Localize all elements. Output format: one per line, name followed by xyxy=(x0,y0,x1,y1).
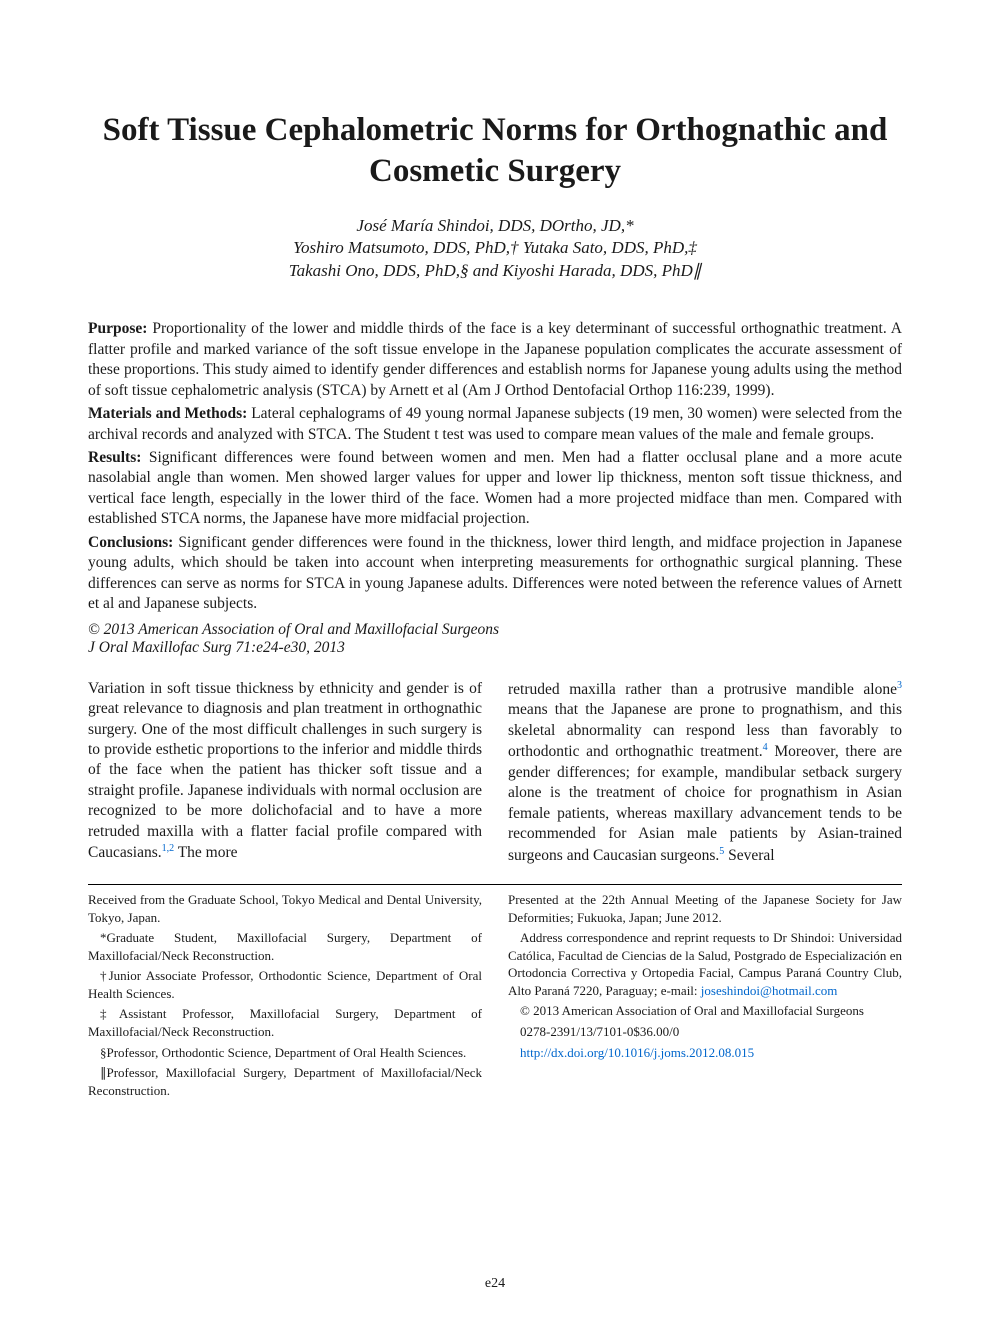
footnote-line: 0278-2391/13/7101-0$36.00/0 xyxy=(508,1023,902,1041)
article-title: Soft Tissue Cephalometric Norms for Orth… xyxy=(88,110,902,193)
body-text: The more xyxy=(174,844,237,861)
abstract-conclusions: Conclusions: Significant gender differen… xyxy=(88,533,902,615)
body-columns: Variation in soft tissue thickness by et… xyxy=(88,679,902,867)
body-column-left: Variation in soft tissue thickness by et… xyxy=(88,679,482,867)
authors-line: José María Shindoi, DDS, DOrtho, JD,* xyxy=(356,216,633,235)
authors-block: José María Shindoi, DDS, DOrtho, JD,* Yo… xyxy=(88,215,902,284)
footnote-line: Address correspondence and reprint reque… xyxy=(508,929,902,999)
body-text: Several xyxy=(724,847,774,864)
abstract-text: Significant gender differences were foun… xyxy=(88,534,902,612)
abstract-label: Results: xyxy=(88,449,141,466)
abstract-block: Purpose: Proportionality of the lower an… xyxy=(88,319,902,614)
authors-line: Yoshiro Matsumoto, DDS, PhD,† Yutaka Sat… xyxy=(293,238,697,257)
footnotes-block: Received from the Graduate School, Tokyo… xyxy=(88,884,902,1102)
journal-citation: J Oral Maxillofac Surg 71:e24-e30, 2013 xyxy=(88,639,902,657)
footnotes-left: Received from the Graduate School, Tokyo… xyxy=(88,891,482,1102)
body-text: Variation in soft tissue thickness by et… xyxy=(88,680,482,862)
abstract-text: Significant differences were found betwe… xyxy=(88,449,902,527)
footnotes-right: Presented at the 22th Annual Meeting of … xyxy=(508,891,902,1102)
footnote-line: §Professor, Orthodontic Science, Departm… xyxy=(88,1044,482,1062)
footnote-line: http://dx.doi.org/10.1016/j.joms.2012.08… xyxy=(508,1044,902,1062)
abstract-results: Results: Significant differences were fo… xyxy=(88,448,902,530)
page-number: e24 xyxy=(0,1276,990,1292)
citation-ref[interactable]: 3 xyxy=(897,680,902,691)
footnote-line: © 2013 American Association of Oral and … xyxy=(508,1002,902,1020)
copyright-line: © 2013 American Association of Oral and … xyxy=(88,621,902,639)
body-column-right: retruded maxilla rather than a protrusiv… xyxy=(508,679,902,867)
footnote-line: †Junior Associate Professor, Orthodontic… xyxy=(88,967,482,1002)
footnote-line: ∥Professor, Maxillofacial Surgery, Depar… xyxy=(88,1064,482,1099)
abstract-purpose: Purpose: Proportionality of the lower an… xyxy=(88,319,902,401)
authors-line: Takashi Ono, DDS, PhD,§ and Kiyoshi Hara… xyxy=(289,261,702,280)
abstract-label: Materials and Methods: xyxy=(88,405,247,422)
email-link[interactable]: joseshindoi@hotmail.com xyxy=(701,983,838,998)
abstract-label: Purpose: xyxy=(88,320,147,337)
footnote-line: Presented at the 22th Annual Meeting of … xyxy=(508,891,902,926)
body-paragraph: retruded maxilla rather than a protrusiv… xyxy=(508,679,902,867)
footnote-line: *Graduate Student, Maxillofacial Surgery… xyxy=(88,929,482,964)
footnote-line: Received from the Graduate School, Tokyo… xyxy=(88,891,482,926)
body-text: Moreover, there are gender differences; … xyxy=(508,743,902,863)
doi-link[interactable]: http://dx.doi.org/10.1016/j.joms.2012.08… xyxy=(520,1045,754,1060)
body-paragraph: Variation in soft tissue thickness by et… xyxy=(88,679,482,864)
abstract-text: Proportionality of the lower and middle … xyxy=(88,320,902,398)
abstract-methods: Materials and Methods: Lateral cephalogr… xyxy=(88,404,902,445)
citation-ref[interactable]: 1,2 xyxy=(162,843,175,854)
footnote-line: ‡Assistant Professor, Maxillofacial Surg… xyxy=(88,1005,482,1040)
body-text: retruded maxilla rather than a protrusiv… xyxy=(508,681,897,698)
abstract-label: Conclusions: xyxy=(88,534,173,551)
